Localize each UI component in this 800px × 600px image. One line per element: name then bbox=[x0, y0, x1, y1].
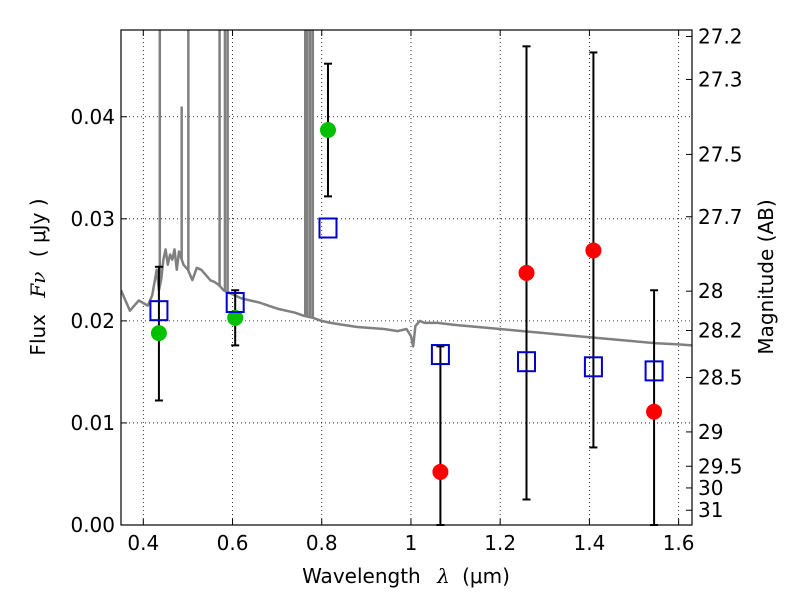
data-point-circle bbox=[227, 309, 244, 326]
x-axis-label: Wavelength λ (μm) bbox=[302, 564, 510, 588]
y-tick-label: 0.01 bbox=[70, 411, 115, 435]
model-point-square bbox=[318, 217, 338, 239]
y-axis-label-text: Flux bbox=[26, 314, 50, 356]
y2-tick-label: 28.2 bbox=[698, 319, 743, 343]
y-tick-label: 0.02 bbox=[70, 309, 115, 333]
y-tick-label: 0.04 bbox=[70, 105, 115, 129]
data-point-circle bbox=[319, 122, 336, 139]
y2-axis-label: Magnitude (AB) bbox=[754, 199, 778, 354]
y-axis-label-symbol: Fν bbox=[26, 272, 50, 299]
y2-tick-label: 27.2 bbox=[698, 24, 743, 48]
y-axis-label-unit: ( μJy ) bbox=[26, 198, 50, 257]
x-axis-label-unit: (μm) bbox=[462, 564, 510, 588]
x-tick-label: 0.4 bbox=[127, 531, 159, 555]
y2-tick-label: 29 bbox=[698, 420, 723, 444]
y2-tick-label: 31 bbox=[698, 498, 723, 522]
template-spectrum-line bbox=[121, 248, 692, 348]
data-point-circle bbox=[585, 242, 602, 259]
x-tick-label: 0.8 bbox=[306, 531, 338, 555]
y2-tick-label: 27.3 bbox=[698, 67, 743, 91]
y2-tick-label: 28.5 bbox=[698, 365, 743, 389]
model-point-square bbox=[430, 344, 450, 366]
model-point-square bbox=[225, 292, 245, 314]
y2-tick-label: 28 bbox=[698, 279, 723, 303]
model-point-square bbox=[644, 360, 664, 382]
x-tick-label: 1.6 bbox=[663, 531, 695, 555]
grid-layer bbox=[121, 30, 692, 526]
model-point-square bbox=[516, 351, 536, 373]
data-layer bbox=[121, 30, 692, 348]
x-axis-label-symbol: λ bbox=[436, 564, 450, 588]
marker-layer bbox=[149, 45, 664, 526]
data-point-circle bbox=[150, 325, 167, 342]
data-point-circle bbox=[518, 264, 535, 281]
x-tick-label: 1.2 bbox=[484, 531, 516, 555]
x-axis-label-text: Wavelength bbox=[302, 564, 421, 588]
model-point-square bbox=[583, 356, 603, 378]
x-tick-label: 1.4 bbox=[573, 531, 605, 555]
y-axis-label: Flux Fν ( μJy ) bbox=[26, 198, 50, 355]
y2-tick-label: 27.5 bbox=[698, 142, 743, 166]
y-tick-label: 0.00 bbox=[70, 513, 115, 537]
y2-tick-label: 27.7 bbox=[698, 205, 743, 229]
model-point-square bbox=[149, 300, 169, 322]
data-point-circle bbox=[432, 463, 449, 480]
tick-layer: 0.4 0.6 0.8 1 1.2 1.4 1.6 0.00 0.01 0.02 0.03 0.04 2… bbox=[70, 24, 742, 555]
plot-frame bbox=[120, 29, 693, 526]
x-tick-label: 1 bbox=[405, 531, 418, 555]
plot-background bbox=[121, 30, 692, 525]
x-tick-label: 0.6 bbox=[217, 531, 249, 555]
y2-tick-label: 30 bbox=[698, 476, 723, 500]
data-point-circle bbox=[646, 403, 663, 420]
y2-tick-label: 29.5 bbox=[698, 454, 743, 478]
y-tick-label: 0.03 bbox=[70, 207, 115, 231]
